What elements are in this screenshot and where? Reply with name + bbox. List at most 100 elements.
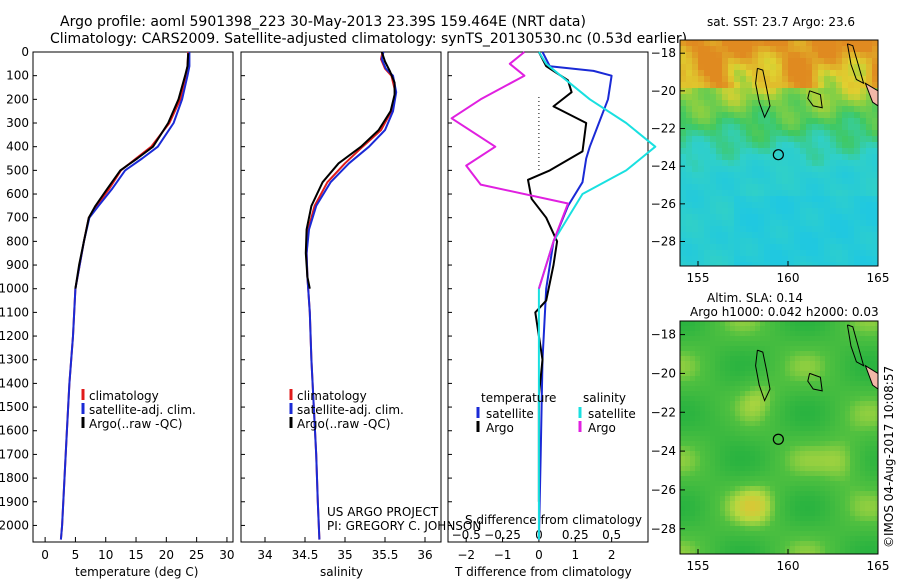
sst-map-cell [746,208,753,215]
sla-map-cell [680,391,686,397]
sla-map-cell [765,496,771,502]
sla-map-cell [705,331,711,337]
sst-map-cell [764,178,771,185]
sla-map-cell [760,401,766,407]
sst-map-cell [824,154,831,161]
sla-map-cell [805,531,811,537]
sst-map-cell [782,40,789,47]
sla-map-cell [760,361,766,367]
sla-map-cell [865,426,871,432]
sst-map-cell [788,220,795,227]
sla-map-cell [785,466,791,472]
sla-map-cell [705,366,711,372]
sla-map-cell [720,491,726,497]
sla-map-cell [700,346,706,352]
sla-map-cell [820,426,826,432]
sst-map-cell [764,148,771,155]
sla-map-cell [705,441,711,447]
sla-map-cell [695,396,701,402]
sla-map-cell [750,356,756,362]
sst-map-cell [806,46,813,53]
sla-map-cell [810,421,816,427]
sla-map-cell [840,401,846,407]
sla-map-cell [695,486,701,492]
sst-map-cell [728,262,735,266]
sst-map-cell [722,202,729,209]
sst-map-cell [830,100,837,107]
sla-map-cell [710,546,716,552]
sst-map-cell [716,256,723,263]
sla-map-cell [745,391,751,397]
sla-map-cell [815,486,821,492]
sla-map-cell [805,476,811,482]
sla-map-ytick-label: −24 [651,444,676,458]
sla-map-cell [725,341,731,347]
sst-map-cell [812,214,819,221]
sla-map-cell [720,481,726,487]
sla-map-cell [765,451,771,457]
sst-map-cell [686,100,693,107]
sla-map-cell [740,461,746,467]
sst-map-cell [710,232,717,239]
sst-map-cell [776,64,783,71]
sla-map-cell [730,426,736,432]
sla-map-cell [855,496,861,502]
sla-map-cell [730,431,736,437]
sla-map-cell [820,476,826,482]
sst-map-cell [866,184,873,191]
sla-map-cell [770,466,776,472]
sst-map-cell [812,196,819,203]
sst-map-cell [872,82,878,89]
sst-map-cell [866,208,873,215]
sla-map-cell [685,466,691,472]
sla-map-cell [835,421,841,427]
sst-map-cell [800,154,807,161]
sst-map-cell [728,172,735,179]
sst-map-cell [764,226,771,233]
sla-map-cell [690,506,696,512]
sla-map-cell [740,441,746,447]
sst-map-cell [776,70,783,77]
sla-map-cell [720,476,726,482]
sla-map-cell [700,366,706,372]
sla-map-cell [765,511,771,517]
sla-map-cell [820,366,826,372]
sla-map-cell [735,341,741,347]
sla-map-cell [780,391,786,397]
sla-map-cell [835,441,841,447]
sla-map-cell [830,486,836,492]
sla-map-cell [760,366,766,372]
sla-map-cell [825,436,831,442]
sla-map-cell [780,471,786,477]
sst-map-ytick-label: −20 [651,84,676,98]
sla-map-cell [835,366,841,372]
sst-map-cell [764,124,771,131]
sst-map-cell [824,250,831,257]
sst-map-cell [800,58,807,65]
sla-map-cell [835,541,841,547]
sla-map-cell [750,326,756,332]
sla-map-cell [865,321,871,327]
sla-map-cell [775,336,781,342]
sla-map-cell [730,381,736,387]
sla-map-cell [860,336,866,342]
sst-map-cell [860,130,867,137]
sst-map-cell [704,118,711,125]
sla-map-cell [740,396,746,402]
sla-map-cell [695,466,701,472]
sla-map-cell [870,521,876,527]
sst-map-cell [746,154,753,161]
sla-map-cell [725,381,731,387]
sla-map-cell [685,471,691,477]
sst-map-cell [788,130,795,137]
sla-map-cell [695,526,701,532]
diff-legend-title: temperature [481,391,556,405]
sla-map-cell [860,411,866,417]
sla-map-cell [780,551,786,554]
sla-map-cell [840,351,846,357]
sla-map-cell [760,331,766,337]
sst-map-cell [692,172,699,179]
sla-map-cell [755,341,761,347]
sal-legend-label: climatology [297,389,367,403]
sst-map-cell [830,184,837,191]
